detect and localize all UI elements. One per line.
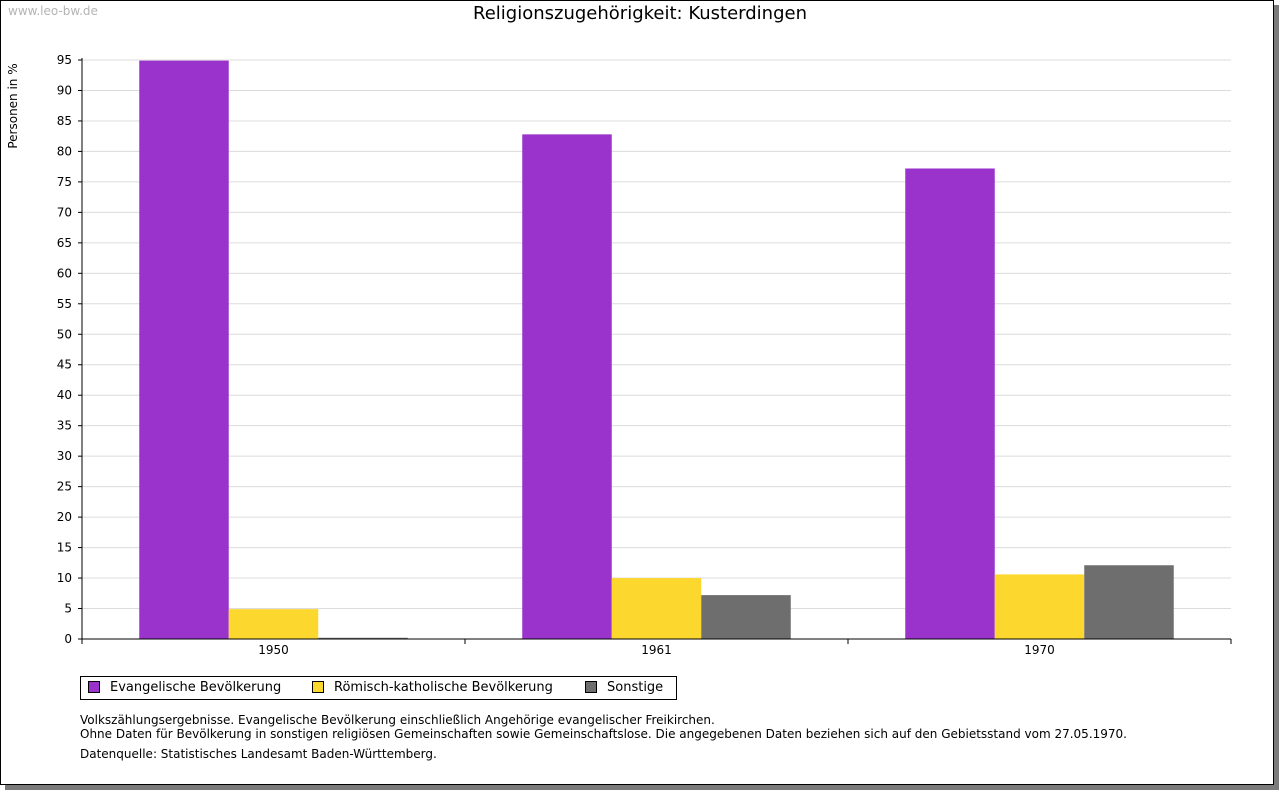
legend-item-katholisch: Römisch-katholische Bevölkerung (312, 677, 553, 699)
y-tick-label: 95 (57, 53, 72, 67)
y-tick-label: 90 (57, 83, 72, 97)
y-tick-label: 75 (57, 175, 72, 189)
watermark: www.leo-bw.de (8, 4, 98, 18)
y-tick-label: 10 (57, 571, 72, 585)
x-tick-label: 1970 (1024, 643, 1055, 657)
y-tick-label: 50 (57, 327, 72, 341)
y-tick-label: 40 (57, 388, 72, 402)
legend-swatch-sonstige (585, 680, 597, 693)
y-tick-label: 60 (57, 266, 72, 280)
y-tick-label: 20 (57, 510, 72, 524)
y-tick-label: 15 (57, 541, 72, 555)
bar (994, 574, 1085, 639)
legend-swatch-katholisch (312, 680, 324, 693)
bar (228, 609, 319, 639)
legend-label-evangelisch: Evangelische Bevölkerung (110, 680, 282, 695)
y-tick-label: 65 (57, 236, 72, 250)
footnote-line-2: Ohne Daten für Bevölkerung in sonstigen … (80, 727, 1127, 741)
y-tick-label: 85 (57, 114, 72, 128)
legend-item-evangelisch: Evangelische Bevölkerung (88, 677, 281, 699)
bar (318, 637, 408, 639)
legend: Evangelische Bevölkerung Römisch-katholi… (80, 676, 677, 700)
y-tick-label: 25 (57, 480, 72, 494)
footnote-line-1: Volkszählungsergebnisse. Evangelische Be… (80, 713, 715, 727)
legend-label-sonstige: Sonstige (607, 680, 664, 695)
chart-title: Religionszugehörigkeit: Kusterdingen (473, 3, 807, 24)
y-tick-label: 70 (57, 205, 72, 219)
x-tick-label: 1950 (258, 643, 289, 657)
legend-swatch-evangelisch (88, 680, 100, 693)
y-tick-label: 0 (64, 632, 72, 646)
legend-label-katholisch: Römisch-katholische Bevölkerung (334, 680, 553, 695)
y-tick-label: 80 (57, 144, 72, 158)
x-tick-label: 1961 (641, 643, 672, 657)
y-tick-label: 55 (57, 297, 72, 311)
legend-item-sonstige: Sonstige (585, 677, 663, 699)
bar (1084, 565, 1174, 639)
data-source: Datenquelle: Statistisches Landesamt Bad… (80, 747, 437, 761)
bar (701, 595, 791, 639)
bar (522, 134, 612, 640)
bar-chart: 0 5 10 15 20 25 30 35 40 45 50 55 60 65 70 75 80 85 90 95 19… (57, 53, 1232, 657)
bar (139, 60, 229, 639)
y-tick-label: 35 (57, 419, 72, 433)
footnotes: Volkszählungsergebnisse. Evangelische Be… (80, 713, 1127, 761)
y-tick-label: 45 (57, 358, 72, 372)
y-tick-label: 30 (57, 449, 72, 463)
y-tick-label: 5 (64, 602, 72, 616)
bar (611, 578, 702, 639)
bar (905, 168, 995, 639)
